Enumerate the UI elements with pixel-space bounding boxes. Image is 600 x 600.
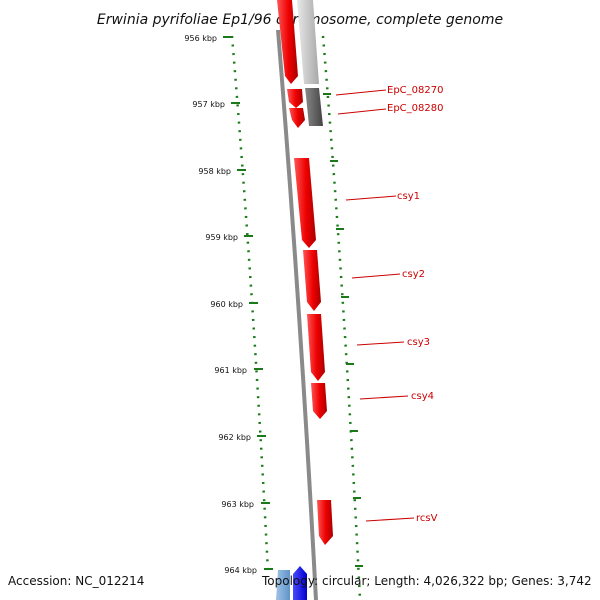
accession-text: Accession: NC_012214: [8, 574, 145, 588]
gene-label[interactable]: EpC_08280: [387, 103, 443, 114]
inner-ruler: [321, 35, 363, 600]
leader-line: [345, 195, 397, 201]
kbp-label: 963 kbp: [221, 500, 254, 509]
inner-ruler-dotted-line: [321, 35, 362, 600]
backbone-line: [276, 29, 318, 600]
gene-label[interactable]: csy2: [402, 269, 425, 280]
kbp-label: 957 kbp: [192, 100, 225, 109]
leader-line: [337, 108, 387, 115]
kbp-label: 958 kbp: [198, 167, 231, 176]
genome-stats-text: Topology: circular; Length: 4,026,322 bp…: [262, 574, 592, 588]
leader-line: [359, 395, 409, 400]
gene-arrow-reverse[interactable]: [305, 88, 323, 126]
kbp-label: 956 kbp: [184, 34, 217, 43]
leader-line: [356, 341, 405, 346]
leader-line: [351, 273, 401, 279]
gene-arrow-forward[interactable]: [289, 108, 305, 128]
kbp-label: 959 kbp: [205, 233, 238, 242]
gene-label[interactable]: csy3: [407, 337, 430, 348]
leader-line: [335, 89, 387, 96]
gene-arrow-reverse[interactable]: [297, 0, 319, 84]
kbp-label: 964 kbp: [224, 566, 257, 575]
gene-arrow-forward[interactable]: [303, 250, 321, 311]
gene-arrow-forward[interactable]: [294, 158, 316, 248]
gene-arrow-blue[interactable]: [293, 566, 307, 600]
kbp-label: 962 kbp: [218, 433, 251, 442]
gene-label[interactable]: EpC_08270: [387, 85, 443, 96]
kbp-label: 960 kbp: [210, 300, 243, 309]
gene-label[interactable]: csy1: [397, 191, 420, 202]
gene-arrow-forward[interactable]: [317, 500, 333, 545]
kbp-ruler: 956 kbp 957 kbp 958 kbp 959 kbp 960 kbp …: [184, 34, 273, 575]
gene-labels: EpC_08270 EpC_08280 csy1 csy2 csy3 csy4 …: [335, 85, 443, 524]
gene-label[interactable]: rcsV: [416, 513, 438, 524]
gene-arrow-forward[interactable]: [307, 314, 325, 381]
kbp-label: 961 kbp: [214, 366, 247, 375]
gene-arrow-blue-light[interactable]: [276, 570, 290, 600]
gene-label[interactable]: csy4: [411, 391, 434, 402]
gene-arrow-forward[interactable]: [287, 89, 303, 108]
gene-arrow-forward[interactable]: [277, 0, 298, 84]
gene-arrow-forward[interactable]: [311, 383, 327, 419]
leader-line: [365, 517, 415, 522]
